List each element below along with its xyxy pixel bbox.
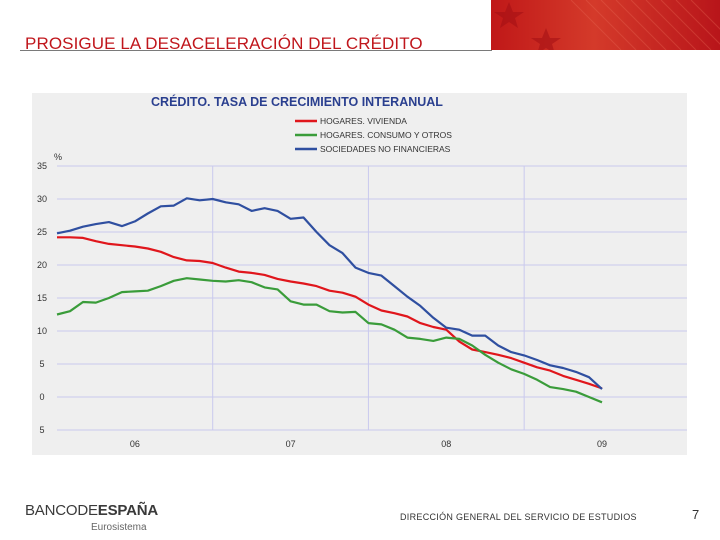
legend-label: SOCIEDADES NO FINANCIERAS <box>320 144 451 154</box>
legend-label: HOGARES. CONSUMO Y OTROS <box>320 130 452 140</box>
x-axis-ticks: 06 07 08 09 <box>130 439 607 449</box>
series-line <box>56 277 603 404</box>
y-tick-label: 15 <box>37 293 47 303</box>
chart-grid <box>57 165 687 431</box>
title-divider <box>20 50 492 51</box>
y-tick-label: 5 <box>39 425 44 435</box>
series-line <box>57 236 603 390</box>
x-tick-label: 06 <box>130 439 140 449</box>
y-tick-label: 5 <box>39 359 44 369</box>
x-tick-label: 09 <box>597 439 607 449</box>
chart-series <box>56 197 603 404</box>
star-pattern-decoration <box>494 0 720 50</box>
page-number: 7 <box>692 507 700 522</box>
chart-container: CRÉDITO. TASA DE CRECIMIENTO INTERANUAL … <box>32 93 687 455</box>
slide-title: PROSIGUE LA DESACELERACIÓN DEL CRÉDITO <box>25 34 423 53</box>
y-tick-label: 30 <box>37 194 47 204</box>
logo-text-banco: BANCODE <box>25 502 98 519</box>
y-tick-label: 0 <box>39 392 44 402</box>
y-axis-label: % <box>54 152 62 162</box>
y-axis-ticks: 35 30 25 20 15 10 5 0 5 <box>37 161 47 435</box>
x-tick-label: 08 <box>441 439 451 449</box>
logo-subtitle: Eurosistema <box>91 522 147 533</box>
header-banner <box>491 0 720 50</box>
y-tick-label: 25 <box>37 227 47 237</box>
y-tick-label: 35 <box>37 161 47 171</box>
x-tick-label: 07 <box>286 439 296 449</box>
footer-department: DIRECCIÓN GENERAL DEL SERVICIO DE ESTUDI… <box>400 512 637 522</box>
y-tick-label: 20 <box>37 260 47 270</box>
legend-label: HOGARES. VIVIENDA <box>320 116 407 126</box>
chart-legend: HOGARES. VIVIENDA HOGARES. CONSUMO Y OTRO… <box>295 116 452 154</box>
logo-text-espana: ESPAÑA <box>97 502 158 519</box>
chart-title: CRÉDITO. TASA DE CRECIMIENTO INTERANUAL <box>151 94 443 109</box>
y-tick-label: 10 <box>37 326 47 336</box>
series-line <box>56 197 603 390</box>
banco-de-espana-logo: BANCODEESPAÑA Eurosistema <box>25 502 158 533</box>
line-chart: CRÉDITO. TASA DE CRECIMIENTO INTERANUAL … <box>37 94 687 449</box>
